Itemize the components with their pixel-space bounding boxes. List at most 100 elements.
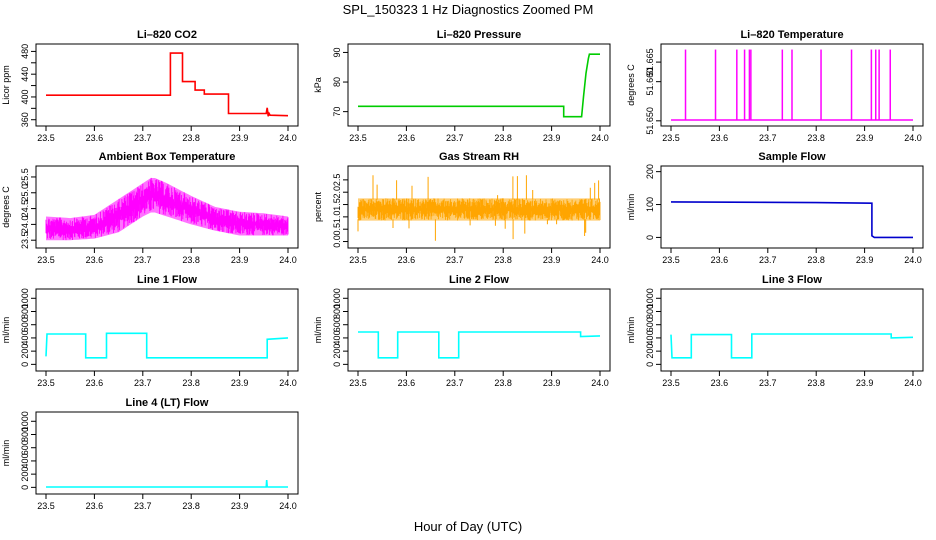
plot-frame bbox=[35, 288, 299, 372]
panel-8: Line 2 Flow ml/min 23.5 23.6 23.7 23.8 23.9 24.… bbox=[313, 274, 611, 388]
panel-title: Line 1 Flow bbox=[137, 274, 197, 286]
x-tick-label: 23.7 bbox=[134, 378, 152, 388]
y-tick-label: 90 bbox=[332, 47, 342, 57]
panel-3: Li–820 Temperature degrees C 23.5 23.6 23.7 2… bbox=[626, 29, 924, 143]
y-tick-label: 0 bbox=[332, 362, 342, 367]
panel-4: Ambient Box Temperature degrees C 23.5 23.6… bbox=[1, 151, 299, 265]
y-tick-label: 0 bbox=[645, 362, 655, 367]
x-tick-label: 23.5 bbox=[37, 255, 55, 265]
x-tick-label: 24.0 bbox=[591, 255, 609, 265]
plot-frame bbox=[660, 165, 924, 249]
x-tick-label: 23.7 bbox=[759, 378, 777, 388]
y-tick-label: 600 bbox=[20, 317, 30, 332]
plot-data bbox=[46, 52, 289, 117]
x-tick-label: 24.0 bbox=[904, 378, 922, 388]
panel-title: Li–820 Pressure bbox=[437, 29, 521, 41]
y-tick-label: 1.0 bbox=[332, 211, 342, 224]
plot-data bbox=[358, 331, 601, 359]
y-tick-label: 2.0 bbox=[332, 186, 342, 199]
y-tick-label: 200 bbox=[332, 344, 342, 359]
panel-ylabel: degrees C bbox=[1, 186, 11, 228]
x-tick-label: 23.6 bbox=[86, 133, 104, 143]
x-tick-label: 23.8 bbox=[807, 255, 825, 265]
x-tick-label: 23.5 bbox=[37, 501, 55, 511]
plot-data bbox=[357, 175, 601, 241]
x-tick-label: 23.8 bbox=[182, 501, 200, 511]
y-tick-label: 1000 bbox=[332, 288, 342, 308]
y-tick-label: 0 bbox=[645, 235, 655, 240]
y-tick-label: 70 bbox=[332, 107, 342, 117]
x-tick-label: 23.5 bbox=[349, 133, 367, 143]
plot-frame bbox=[347, 288, 611, 372]
y-tick-label: 600 bbox=[332, 317, 342, 332]
plot-data bbox=[670, 201, 913, 239]
x-tick-label: 23.7 bbox=[446, 255, 464, 265]
y-tick-label: 600 bbox=[645, 317, 655, 332]
x-tick-label: 23.7 bbox=[134, 133, 152, 143]
series-line bbox=[46, 52, 289, 117]
plot-frame bbox=[660, 43, 924, 127]
series-noise bbox=[45, 177, 289, 241]
plot-data bbox=[358, 53, 600, 118]
x-tick-label: 23.9 bbox=[856, 255, 874, 265]
y-tick-label: 440 bbox=[20, 67, 30, 82]
y-tick-label: 800 bbox=[332, 304, 342, 319]
x-tick-label: 23.6 bbox=[86, 378, 104, 388]
plot-data bbox=[45, 332, 289, 359]
panel-ylabel: kPa bbox=[313, 77, 323, 93]
x-tick-label: 23.8 bbox=[182, 133, 200, 143]
panel-6: Sample Flow ml/min 23.5 23.6 23.7 23.8 23.9 24.… bbox=[626, 151, 924, 265]
y-tick-label: 25.0 bbox=[20, 184, 30, 202]
series-line bbox=[46, 480, 288, 488]
x-tick-label: 24.0 bbox=[591, 378, 609, 388]
y-tick-label: 1000 bbox=[20, 411, 30, 431]
panel-title: Line 3 Flow bbox=[762, 274, 822, 286]
x-tick-label: 23.5 bbox=[349, 378, 367, 388]
x-tick-label: 23.7 bbox=[446, 133, 464, 143]
x-tick-label: 23.5 bbox=[662, 378, 680, 388]
x-tick-label: 23.6 bbox=[398, 133, 416, 143]
x-tick-label: 23.6 bbox=[711, 255, 729, 265]
y-tick-label: 1.5 bbox=[332, 198, 342, 211]
x-tick-label: 23.9 bbox=[231, 501, 249, 511]
panel-9: Line 3 Flow ml/min 23.5 23.6 23.7 23.8 23.9 24.… bbox=[626, 274, 924, 388]
x-tick-label: 24.0 bbox=[904, 133, 922, 143]
y-tick-label: 24.5 bbox=[20, 200, 30, 218]
panel-ylabel: Licor ppm bbox=[1, 65, 11, 105]
x-tick-label: 23.8 bbox=[494, 133, 512, 143]
x-tick-label: 23.5 bbox=[37, 378, 55, 388]
y-tick-label: 51.660 bbox=[645, 68, 655, 96]
panel-ylabel: ml/min bbox=[626, 194, 636, 221]
panel-2: Li–820 Pressure kPa 23.5 23.6 23.7 23.8 23.9 24… bbox=[313, 29, 611, 143]
panel-title: Gas Stream RH bbox=[439, 151, 519, 163]
panels: Li–820 CO2 Licor ppm 23.5 23.6 23.7 23.8 23.9 2… bbox=[1, 29, 924, 511]
y-tick-label: 25.5 bbox=[20, 168, 30, 186]
x-tick-label: 23.6 bbox=[86, 501, 104, 511]
panel-ylabel: ml/min bbox=[1, 440, 11, 467]
x-tick-label: 23.6 bbox=[398, 255, 416, 265]
x-tick-label: 23.5 bbox=[37, 133, 55, 143]
plot-frame bbox=[35, 411, 299, 495]
series-line bbox=[670, 201, 913, 239]
y-tick-label: 51.650 bbox=[645, 107, 655, 135]
x-tick-label: 23.8 bbox=[494, 378, 512, 388]
y-tick-label: 200 bbox=[20, 467, 30, 482]
panel-ylabel: percent bbox=[313, 191, 323, 222]
y-tick-label: 24.0 bbox=[20, 216, 30, 234]
y-tick-label: 0 bbox=[20, 362, 30, 367]
x-tick-label: 23.7 bbox=[134, 501, 152, 511]
y-tick-label: 400 bbox=[20, 330, 30, 345]
y-tick-label: 400 bbox=[20, 89, 30, 104]
y-tick-label: 100 bbox=[645, 197, 655, 212]
x-tick-label: 23.9 bbox=[231, 378, 249, 388]
x-tick-label: 24.0 bbox=[279, 133, 297, 143]
x-tick-label: 23.9 bbox=[543, 378, 561, 388]
plot-frame bbox=[660, 288, 924, 372]
x-tick-label: 23.8 bbox=[182, 255, 200, 265]
panel-ylabel: degrees C bbox=[626, 64, 636, 106]
y-tick-label: 51.665 bbox=[645, 48, 655, 76]
x-tick-label: 24.0 bbox=[279, 255, 297, 265]
y-tick-label: 200 bbox=[645, 344, 655, 359]
panel-7: Line 1 Flow ml/min 23.5 23.6 23.7 23.8 23.9 24.… bbox=[1, 274, 299, 388]
